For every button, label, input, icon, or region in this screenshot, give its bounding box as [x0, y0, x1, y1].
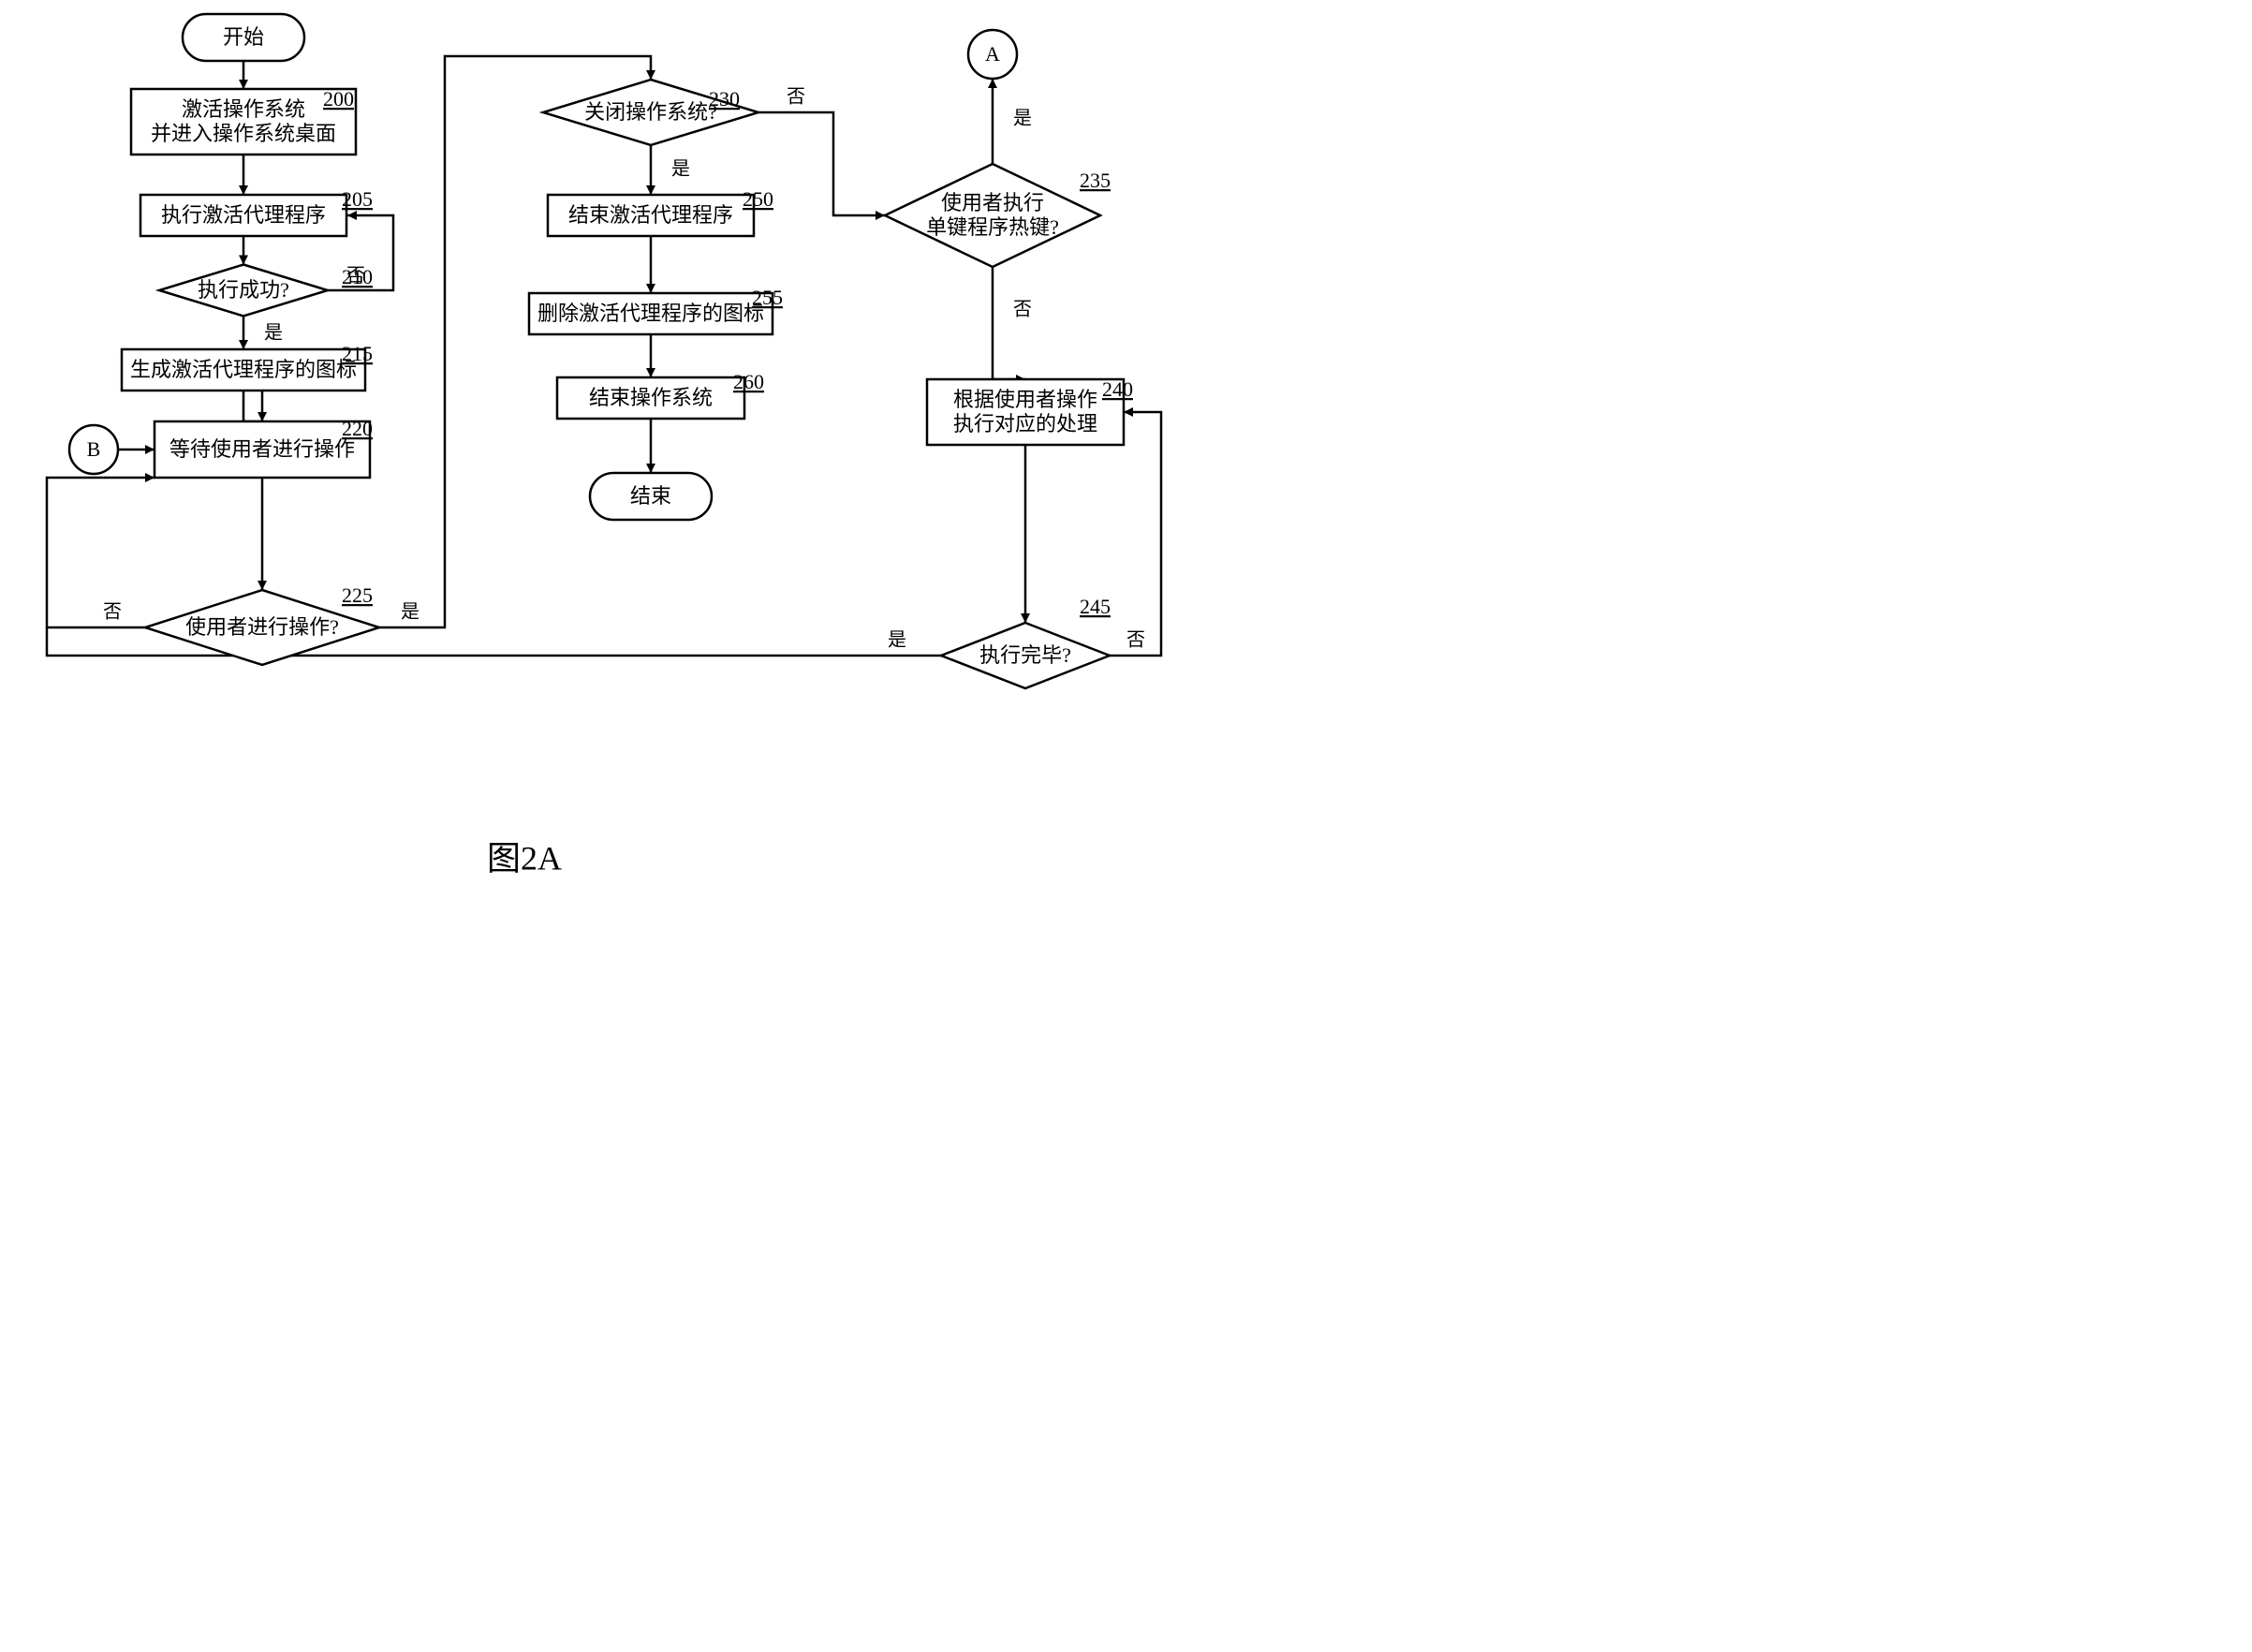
svg-text:结束: 结束: [630, 484, 671, 508]
ref-205: 205: [342, 187, 373, 211]
node-n205: 执行激活代理程序: [140, 195, 346, 236]
svg-text:B: B: [87, 437, 101, 461]
svg-text:使用者进行操作?: 使用者进行操作?: [185, 615, 339, 639]
node-n215: 生成激活代理程序的图标: [122, 349, 365, 391]
ref-230: 230: [709, 87, 740, 111]
svg-text:根据使用者操作: 根据使用者操作: [953, 388, 1097, 411]
node-n200: 激活操作系统并进入操作系统桌面: [131, 89, 356, 155]
svg-text:是: 是: [401, 602, 419, 623]
svg-text:执行完毕?: 执行完毕?: [979, 643, 1071, 667]
svg-text:否: 否: [787, 87, 805, 108]
svg-text:是: 是: [1013, 109, 1032, 129]
svg-text:执行激活代理程序: 执行激活代理程序: [161, 203, 326, 227]
svg-text:并进入操作系统桌面: 并进入操作系统桌面: [151, 122, 336, 145]
svg-text:否: 否: [1013, 300, 1032, 320]
svg-text:结束激活代理程序: 结束激活代理程序: [568, 203, 733, 227]
ref-250: 250: [743, 187, 773, 211]
node-end: 结束: [590, 473, 712, 520]
svg-text:生成激活代理程序的图标: 生成激活代理程序的图标: [130, 358, 357, 381]
node-n240: 根据使用者操作执行对应的处理: [927, 379, 1124, 445]
svg-text:结束操作系统: 结束操作系统: [589, 386, 713, 409]
node-connB: B: [69, 425, 118, 474]
ref-245: 245: [1080, 595, 1111, 618]
node-n210: 执行成功?: [159, 265, 328, 317]
node-n245: 执行完毕?: [941, 623, 1110, 688]
node-n235: 使用者执行单键程序热键?: [885, 164, 1100, 267]
svg-text:否: 否: [103, 602, 122, 623]
node-n220: 等待使用者进行操作: [155, 421, 370, 478]
node-n255: 删除激活代理程序的图标: [529, 293, 773, 334]
node-n260: 结束操作系统: [557, 377, 744, 419]
ref-255: 255: [752, 286, 783, 309]
svg-text:执行对应的处理: 执行对应的处理: [953, 412, 1097, 435]
svg-text:是: 是: [888, 630, 906, 651]
node-start: 开始: [183, 14, 304, 61]
ref-215: 215: [342, 342, 373, 365]
svg-text:执行成功?: 执行成功?: [198, 278, 289, 302]
svg-text:A: A: [985, 42, 1000, 66]
svg-text:等待使用者进行操作: 等待使用者进行操作: [169, 437, 355, 461]
flowchart-fig2a: 是否否是是否是否否是 开始激活操作系统并进入操作系统桌面执行激活代理程序执行成功…: [0, 0, 1217, 899]
ref-200: 200: [323, 87, 354, 111]
svg-text:使用者执行: 使用者执行: [941, 191, 1044, 214]
svg-text:开始: 开始: [223, 25, 264, 49]
svg-text:是: 是: [671, 159, 690, 180]
svg-text:删除激活代理程序的图标: 删除激活代理程序的图标: [537, 302, 764, 325]
svg-text:单键程序热键?: 单键程序热键?: [926, 215, 1059, 239]
svg-text:否: 否: [1126, 630, 1145, 651]
node-connA: A: [968, 30, 1017, 79]
svg-text:关闭操作系统?: 关闭操作系统?: [584, 100, 717, 124]
node-n250: 结束激活代理程序: [548, 195, 754, 236]
svg-text:是: 是: [264, 323, 283, 344]
ref-210: 210: [342, 265, 373, 288]
figure-caption: 图2A: [487, 839, 562, 877]
ref-240: 240: [1102, 377, 1133, 401]
ref-260: 260: [733, 370, 764, 393]
ref-235: 235: [1080, 169, 1111, 192]
svg-text:激活操作系统: 激活操作系统: [182, 97, 305, 121]
ref-220: 220: [342, 417, 373, 440]
ref-225: 225: [342, 583, 373, 607]
